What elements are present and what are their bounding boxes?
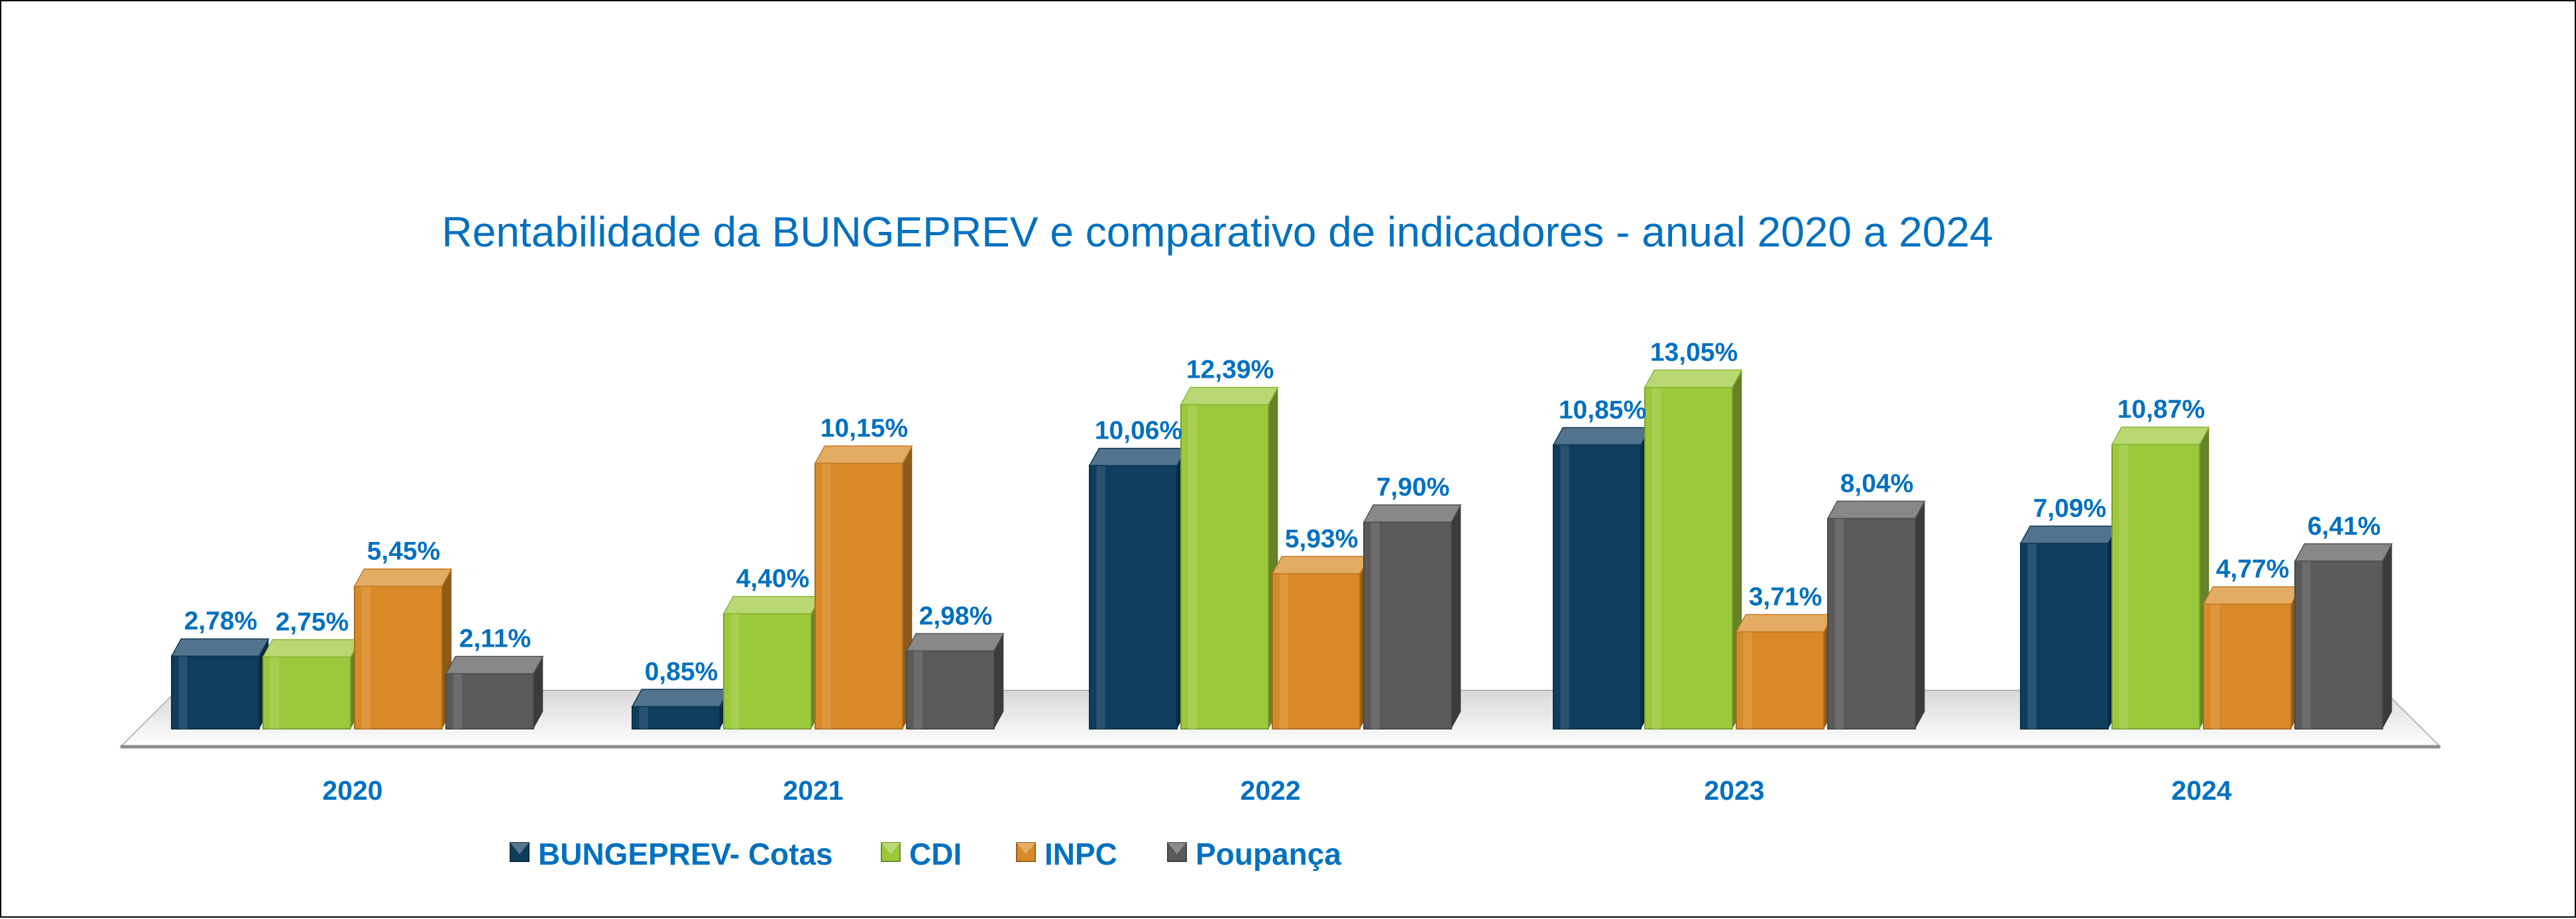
category-label-2021: 2021 bbox=[783, 775, 843, 806]
data-label: 5,45% bbox=[367, 537, 441, 566]
legend-swatch-top bbox=[1168, 843, 1186, 854]
data-label: 6,41% bbox=[2308, 512, 2381, 541]
legend-swatch-top bbox=[510, 843, 529, 854]
bar-poupan-a-2022 bbox=[1363, 504, 1462, 730]
legend-item-bungeprev-cotas: BUNGEPREV- Cotas bbox=[510, 837, 833, 871]
data-labels-layer: 2,78% 2,75% 5,45% 2,11% 0,85% 4,40% 10,15% 2,98… bbox=[184, 339, 2381, 686]
category-label-2023: 2023 bbox=[1704, 775, 1764, 806]
data-label: 10,15% bbox=[820, 414, 908, 443]
legend-swatch-top bbox=[1017, 843, 1035, 854]
bar-bungeprev-cotas-2023 bbox=[1552, 427, 1652, 730]
bar-poupan-a-2021 bbox=[905, 633, 1005, 730]
legend-label: INPC bbox=[1044, 837, 1117, 871]
chart-title: Rentabilidade da BUNGEPREV e comparativo… bbox=[442, 208, 1993, 256]
category-axis: 2020 2021 2022 2023 2024 bbox=[322, 775, 2231, 806]
bar-inpc-2023 bbox=[1735, 614, 1834, 730]
bar-cdi-2023 bbox=[1644, 369, 1743, 730]
legend-label: CDI bbox=[909, 837, 962, 871]
data-label: 0,85% bbox=[645, 657, 718, 686]
bar-poupan-a-2024 bbox=[2294, 543, 2393, 730]
bar-cdi-2021 bbox=[722, 596, 822, 730]
category-label-2020: 2020 bbox=[322, 775, 382, 806]
legend-item-poupan-a: Poupança bbox=[1167, 837, 1341, 871]
data-label: 3,71% bbox=[1749, 582, 1822, 611]
bar-poupan-a-2023 bbox=[1826, 500, 1926, 730]
data-label: 7,90% bbox=[1376, 473, 1450, 502]
data-label: 4,77% bbox=[2216, 555, 2290, 584]
legend-swatch-top bbox=[881, 843, 900, 854]
bar-cdi-2024 bbox=[2111, 426, 2210, 730]
data-label: 2,78% bbox=[184, 607, 258, 635]
bar-inpc-2024 bbox=[2202, 586, 2302, 730]
legend-label: BUNGEPREV- Cotas bbox=[538, 837, 833, 871]
category-label-2024: 2024 bbox=[2171, 775, 2231, 806]
data-label: 13,05% bbox=[1650, 339, 1738, 367]
bar-bungeprev-cotas-2022 bbox=[1088, 447, 1188, 730]
data-label: 2,98% bbox=[919, 602, 993, 630]
data-label: 10,87% bbox=[2117, 396, 2205, 424]
bars-layer bbox=[170, 369, 2393, 730]
chart-legend: BUNGEPREV- Cotas CDI INPC Poupança bbox=[510, 837, 1341, 871]
data-label: 2,11% bbox=[459, 625, 531, 653]
data-label: 5,93% bbox=[1285, 525, 1359, 553]
bar-poupan-a-2020 bbox=[445, 655, 544, 730]
data-label: 4,40% bbox=[736, 565, 810, 593]
bar-cdi-2020 bbox=[262, 639, 361, 730]
data-label: 8,04% bbox=[1840, 469, 1914, 498]
legend-label: Poupança bbox=[1196, 837, 1341, 871]
data-label: 10,06% bbox=[1095, 417, 1182, 445]
bar-bungeprev-cotas-2021 bbox=[631, 688, 730, 730]
bar-inpc-2021 bbox=[814, 445, 913, 730]
legend-item-inpc: INPC bbox=[1016, 837, 1117, 871]
data-label: 12,39% bbox=[1186, 356, 1274, 384]
bar-bungeprev-cotas-2024 bbox=[2019, 525, 2119, 730]
category-label-2022: 2022 bbox=[1240, 775, 1300, 806]
data-label: 7,09% bbox=[2033, 494, 2107, 523]
bar-inpc-2020 bbox=[353, 568, 453, 730]
bar-bungeprev-cotas-2020 bbox=[170, 638, 270, 730]
bar-inpc-2022 bbox=[1271, 556, 1371, 730]
data-label: 10,85% bbox=[1559, 396, 1646, 424]
data-label: 2,75% bbox=[276, 608, 349, 636]
bar-cdi-2022 bbox=[1180, 386, 1279, 730]
legend-item-cdi: CDI bbox=[881, 837, 962, 871]
